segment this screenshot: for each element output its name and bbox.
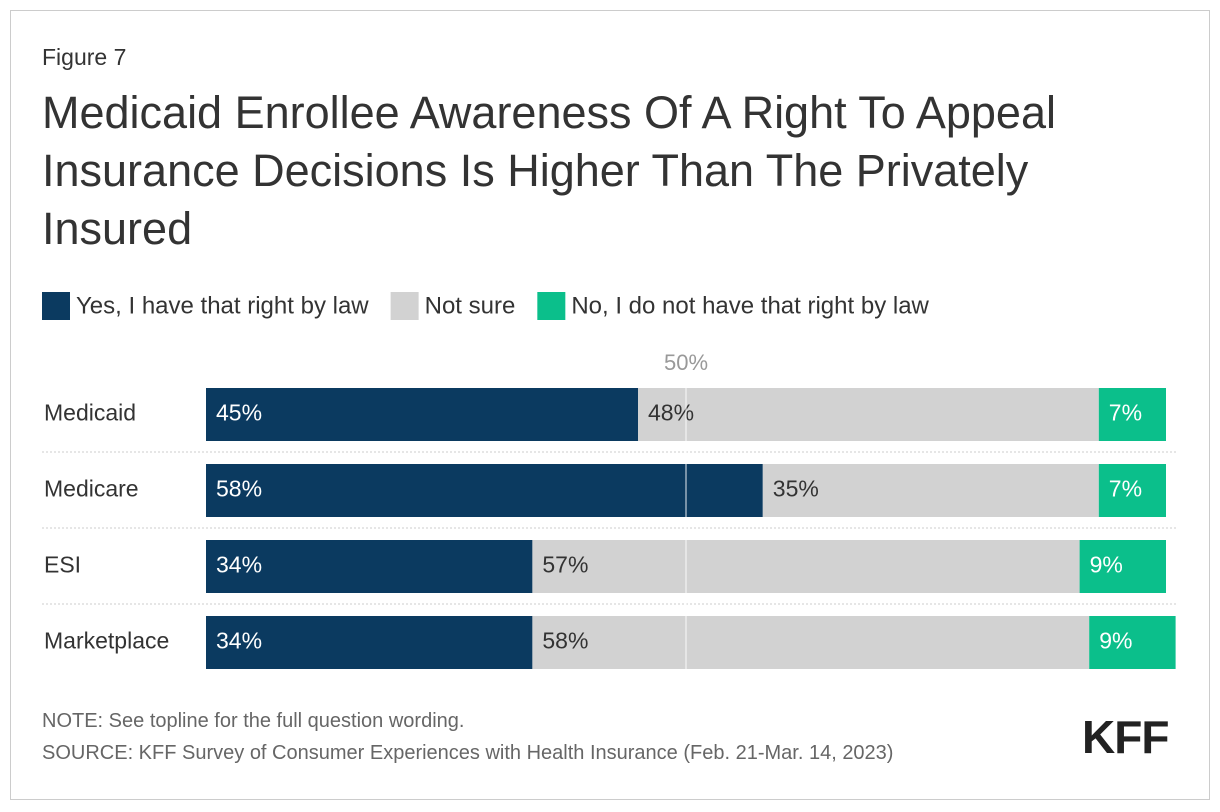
value-label: 9%	[1099, 628, 1132, 654]
bar-segment	[1098, 464, 1166, 517]
category-label: Medicare	[44, 476, 139, 502]
value-label: 9%	[1090, 552, 1123, 578]
source: SOURCE: KFF Survey of Consumer Experienc…	[42, 742, 894, 764]
note: NOTE: See topline for the full question …	[42, 710, 465, 732]
chart-title: Medicaid Enrollee Awareness Of A Right T…	[42, 87, 1056, 254]
bar-segment	[206, 540, 533, 593]
x-tick-label: 50%	[664, 350, 708, 375]
value-label: 45%	[216, 400, 262, 426]
legend-swatch	[390, 292, 419, 320]
legend-swatch	[537, 292, 566, 320]
figure-label: Figure 7	[42, 44, 127, 70]
frame	[10, 10, 1210, 800]
bar-segment	[206, 388, 638, 441]
bar-segment	[1089, 616, 1176, 669]
category-label: Medicaid	[44, 400, 136, 426]
legend-swatch	[42, 292, 70, 320]
value-label: 35%	[773, 476, 819, 502]
value-label: 7%	[1109, 400, 1142, 426]
bar-segment	[206, 464, 763, 517]
value-label: 34%	[216, 628, 262, 654]
value-label: 34%	[216, 552, 262, 578]
bar-segment	[1079, 540, 1166, 593]
bar-segment	[532, 540, 1080, 593]
category-label: ESI	[44, 552, 81, 578]
legend-label: Yes, I have that right by law	[76, 292, 369, 319]
legend-label: Not sure	[425, 292, 516, 319]
logo: KFF	[1082, 711, 1169, 763]
bar-segment	[206, 616, 533, 669]
value-label: 48%	[648, 400, 694, 426]
bar-segment	[762, 464, 1099, 517]
category-label: Marketplace	[44, 628, 169, 654]
legend-label: No, I do not have that right by law	[571, 292, 929, 319]
value-label: 7%	[1109, 476, 1142, 502]
bar-segment	[638, 388, 1099, 441]
value-label: 58%	[216, 476, 262, 502]
value-label: 57%	[542, 552, 588, 578]
value-label: 58%	[542, 628, 588, 654]
bar-segment	[532, 616, 1090, 669]
bar-segment	[1098, 388, 1166, 441]
